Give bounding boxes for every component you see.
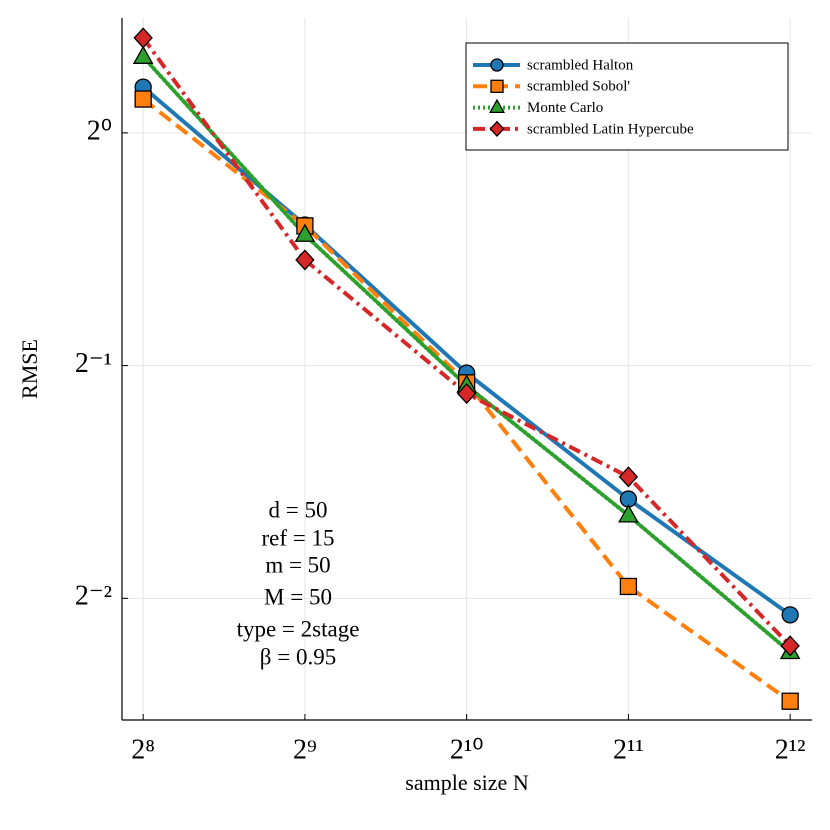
marker: [456, 383, 477, 405]
marker: [619, 577, 638, 596]
x-tick-label: 2⁹: [293, 734, 317, 765]
marker: [618, 504, 639, 523]
x-tick-label: 2¹²: [775, 734, 806, 765]
annotation: β = 0.95: [260, 644, 336, 669]
y-axis-label: RMSE: [17, 339, 42, 399]
x-axis-label: sample size N: [405, 770, 529, 795]
x-tick-label: 2¹⁰: [450, 734, 484, 765]
marker: [133, 27, 153, 49]
marker: [490, 79, 504, 93]
marker: [489, 120, 505, 138]
marker: [781, 692, 799, 710]
y-tick-label: 2⁰: [87, 115, 112, 146]
legend-label: scrambled Latin Hypercube: [527, 121, 694, 137]
marker: [780, 635, 800, 657]
legend-label: Monte Carlo: [527, 100, 603, 116]
annotation: type = 2stage: [237, 616, 360, 641]
marker: [134, 90, 152, 108]
y-tick-label: 2⁻²: [75, 581, 112, 612]
x-tick-label: 2¹¹: [613, 734, 644, 765]
marker: [781, 606, 799, 624]
x-tick-label: 2⁸: [131, 734, 155, 765]
annotation: m = 50: [265, 552, 330, 577]
marker: [132, 45, 154, 64]
annotation: d = 50: [269, 497, 328, 522]
legend-label: scrambled Halton: [527, 57, 634, 73]
annotation: ref = 15: [262, 525, 335, 550]
y-tick-label: 2⁻¹: [75, 348, 112, 379]
marker: [294, 223, 316, 242]
marker: [488, 98, 506, 114]
annotation: M = 50: [264, 584, 332, 609]
legend-label: scrambled Sobol': [527, 79, 630, 95]
marker: [618, 466, 639, 488]
marker: [490, 58, 504, 72]
legend-box: [465, 42, 789, 151]
marker: [295, 249, 315, 271]
